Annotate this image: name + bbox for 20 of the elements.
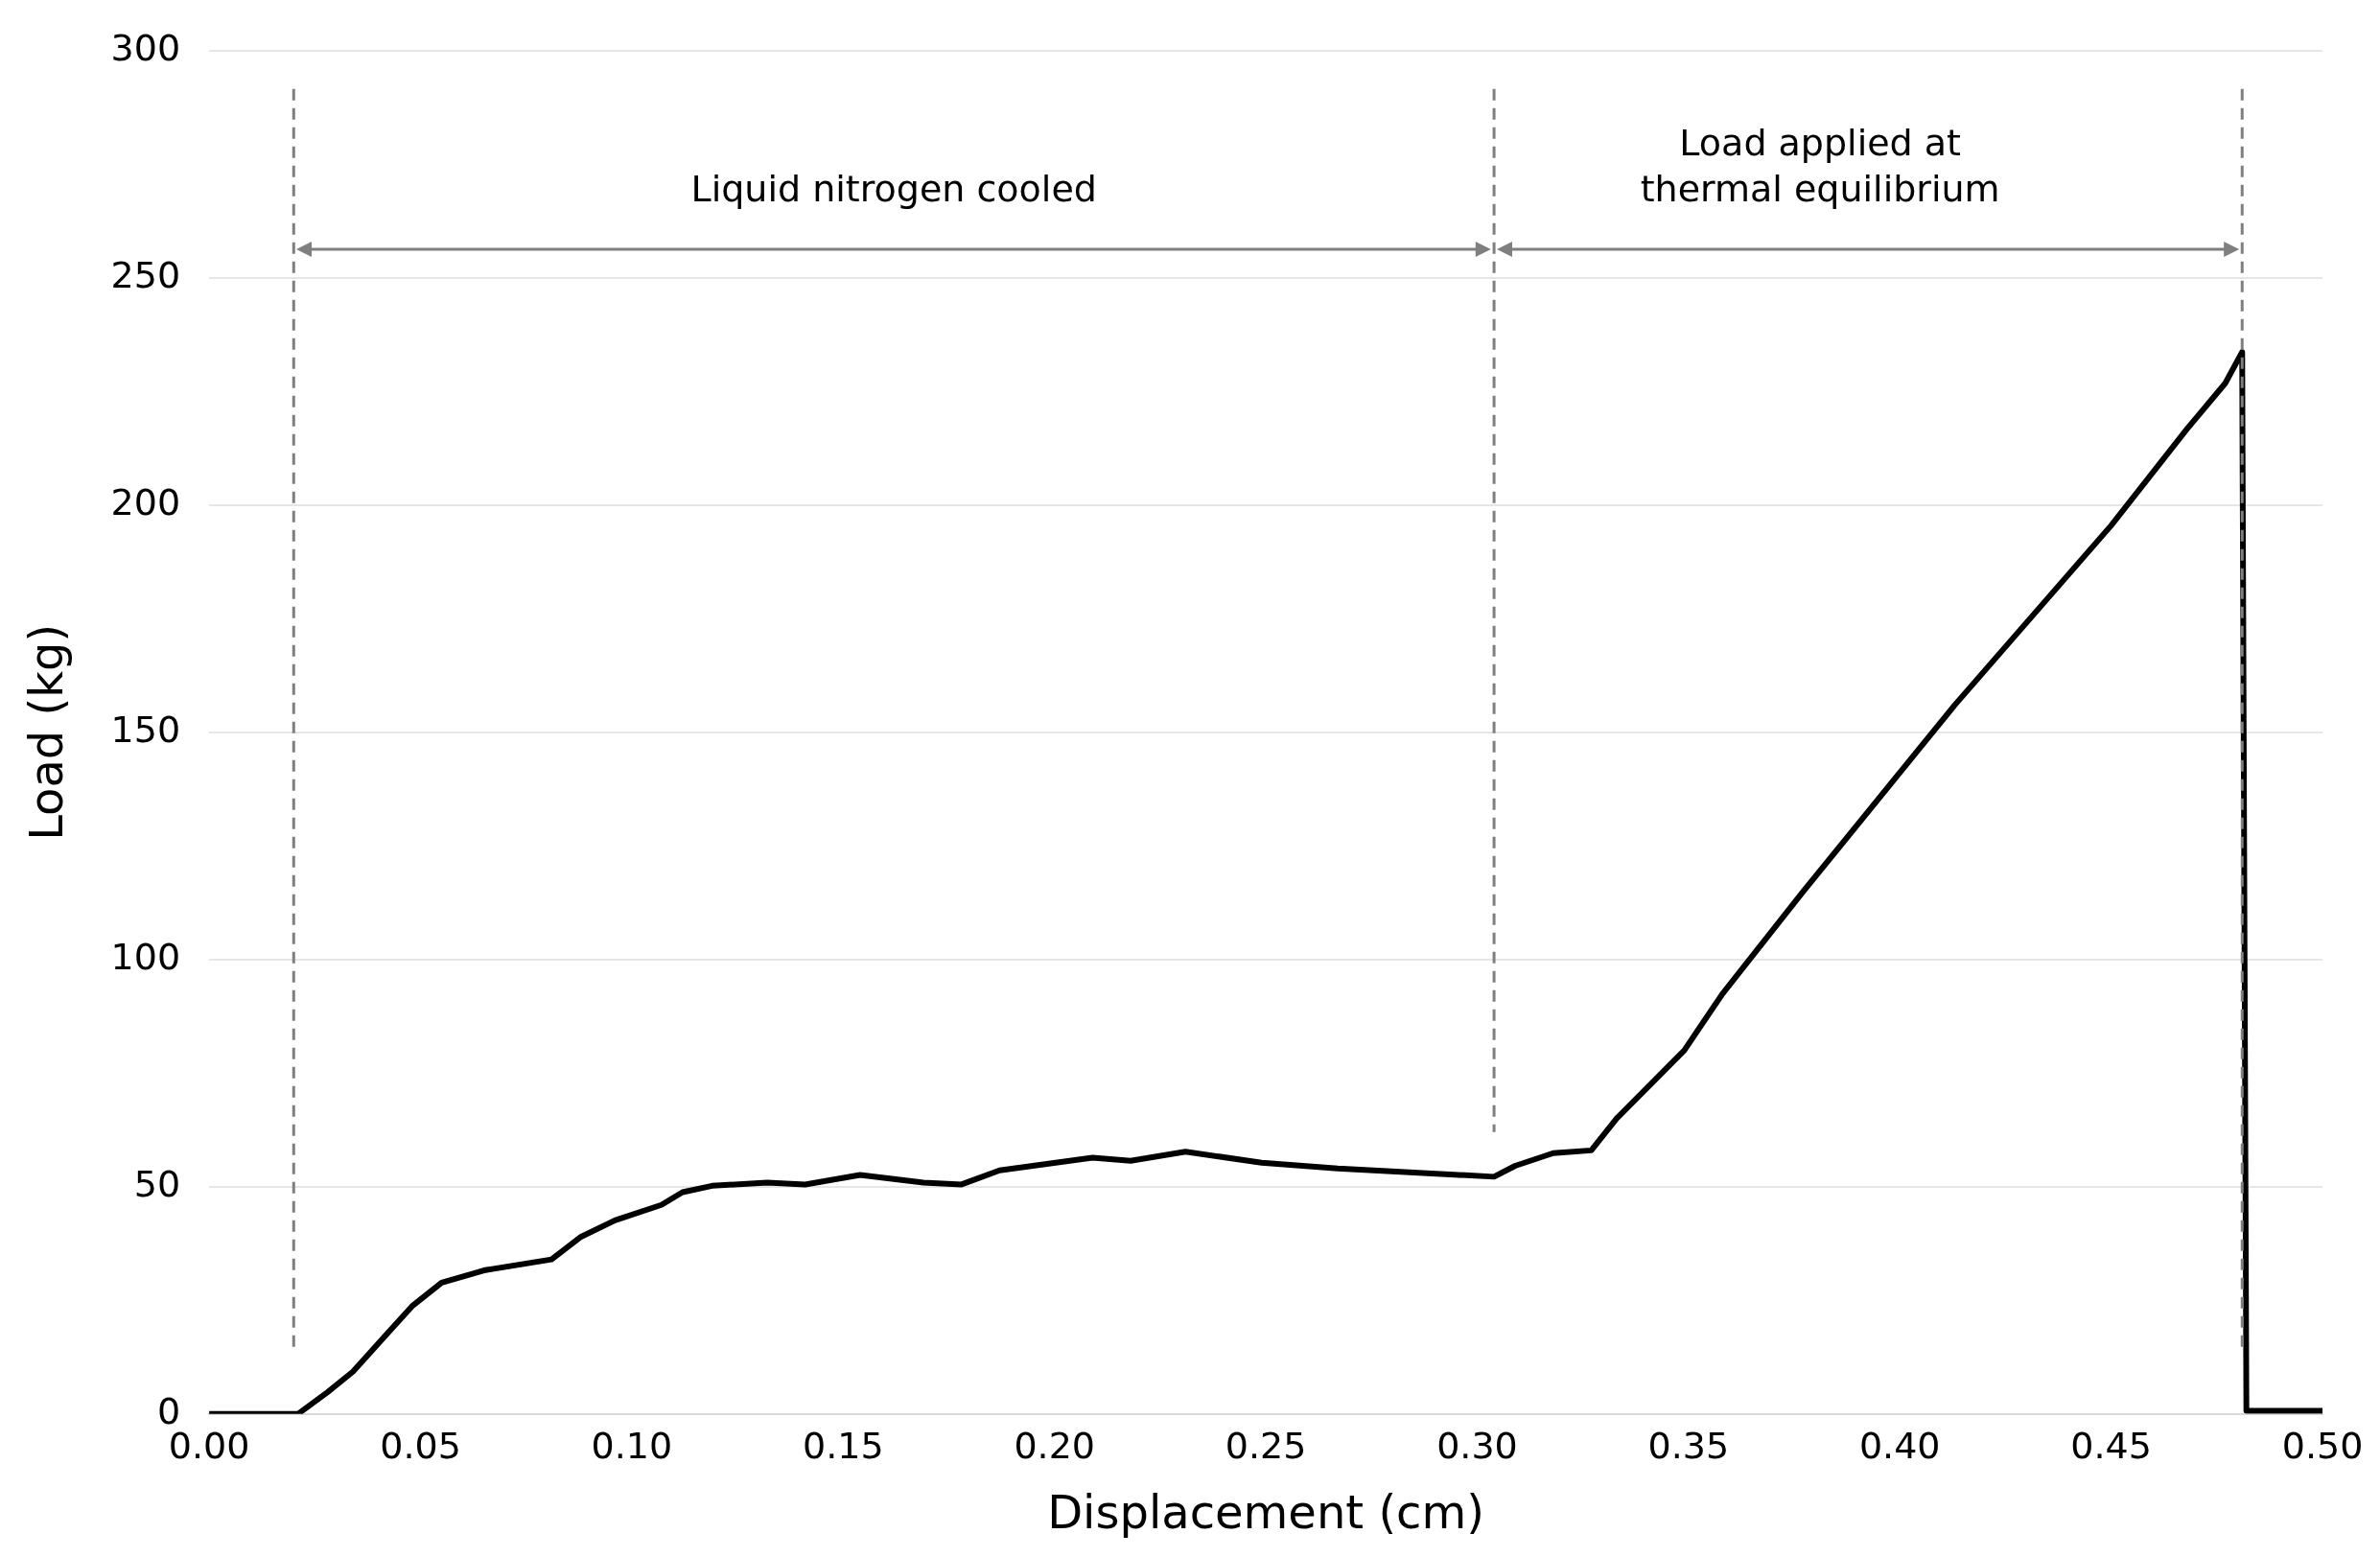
x-tick-label: 0.15: [802, 1425, 884, 1468]
annotation: Load applied at thermal equilibrium: [1640, 121, 2000, 210]
y-tick-label: 100: [110, 935, 181, 978]
y-tick-label: 200: [110, 480, 181, 523]
x-tick-label: 0.50: [2281, 1425, 2364, 1468]
x-axis-title: Displacement (cm): [1047, 1484, 1484, 1539]
x-tick-label: 0.05: [380, 1425, 461, 1468]
x-tick-label: 0.30: [1436, 1425, 1518, 1468]
y-tick-label: 150: [110, 708, 181, 751]
y-tick-label: 50: [133, 1162, 181, 1205]
y-axis-title: Load (kg): [19, 623, 74, 841]
x-tick-label: 0.25: [1225, 1425, 1307, 1468]
y-tick-label: 300: [110, 26, 181, 69]
x-tick-label: 0.40: [1858, 1425, 1941, 1468]
annotation: Liquid nitrogen cooled: [690, 167, 1097, 210]
x-tick-label: 0.10: [591, 1425, 673, 1468]
x-tick-label: 0.20: [1014, 1425, 1095, 1468]
x-tick-label: 0.45: [2070, 1425, 2152, 1468]
y-tick-label: 250: [110, 253, 181, 296]
x-tick-label: 0.35: [1647, 1425, 1730, 1468]
